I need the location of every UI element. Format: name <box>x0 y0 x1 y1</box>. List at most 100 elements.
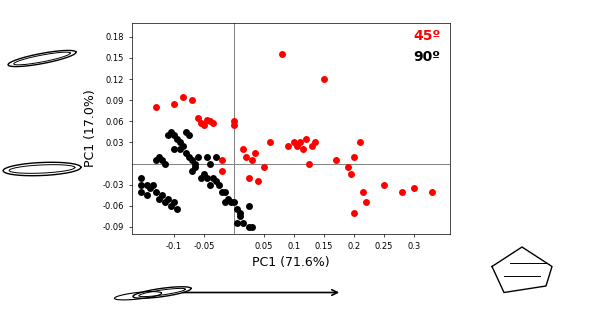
Point <box>244 203 254 208</box>
Point <box>181 129 191 135</box>
Point <box>202 175 212 180</box>
Point <box>244 175 254 180</box>
Point <box>193 115 203 120</box>
Point <box>172 207 182 212</box>
Point <box>259 164 269 170</box>
Point <box>355 140 365 145</box>
Point <box>136 175 146 180</box>
Point <box>205 161 215 166</box>
Point <box>187 157 197 162</box>
Point <box>229 200 239 205</box>
Point <box>142 193 152 198</box>
Point <box>160 200 170 205</box>
Point <box>250 150 260 156</box>
Point <box>148 182 158 187</box>
Point <box>205 119 215 124</box>
Point <box>361 200 371 205</box>
Point <box>211 154 221 159</box>
Point <box>169 147 179 152</box>
Point <box>292 143 302 149</box>
Point <box>232 207 242 212</box>
Point <box>319 76 329 82</box>
Point <box>283 143 293 149</box>
Point <box>229 119 239 124</box>
Point <box>265 140 275 145</box>
Point <box>247 157 257 162</box>
Point <box>346 172 356 177</box>
Point <box>160 161 170 166</box>
Point <box>217 189 227 194</box>
Point <box>187 168 197 173</box>
Point <box>166 203 176 208</box>
Y-axis label: PC1 (17.0%): PC1 (17.0%) <box>85 89 97 167</box>
Point <box>211 178 221 184</box>
Point <box>247 224 257 229</box>
Point <box>151 189 161 194</box>
Point <box>157 193 167 198</box>
Point <box>235 210 245 215</box>
Point <box>199 172 209 177</box>
Point <box>349 154 359 159</box>
Point <box>229 122 239 127</box>
Point <box>184 154 194 159</box>
Point <box>169 101 179 106</box>
Point <box>205 182 215 187</box>
Point <box>358 189 368 194</box>
Point <box>154 154 164 159</box>
Point <box>196 120 206 125</box>
Point <box>301 136 311 141</box>
Point <box>220 200 230 205</box>
Point <box>142 182 152 187</box>
Point <box>217 157 227 162</box>
Point <box>190 161 200 166</box>
Point <box>232 221 242 226</box>
Point <box>244 224 254 229</box>
Point <box>190 164 200 170</box>
Point <box>157 157 167 162</box>
Text: 90º: 90º <box>413 50 440 64</box>
Point <box>253 178 263 184</box>
Point <box>307 143 317 149</box>
Point <box>136 182 146 187</box>
Point <box>223 196 233 202</box>
Point <box>175 147 185 152</box>
Point <box>166 129 176 135</box>
Point <box>349 210 359 215</box>
Point <box>178 94 188 99</box>
Point <box>163 196 173 202</box>
Point <box>343 164 353 170</box>
Point <box>184 133 194 138</box>
Point <box>397 189 407 194</box>
Point <box>151 105 161 110</box>
Point <box>196 175 206 180</box>
Point <box>238 147 248 152</box>
Point <box>208 175 218 180</box>
Point <box>163 133 173 138</box>
Point <box>217 168 227 173</box>
Point <box>202 117 212 123</box>
Point <box>277 52 287 57</box>
Point <box>310 140 320 145</box>
Point <box>427 189 437 194</box>
Point <box>145 186 155 191</box>
Point <box>214 182 224 187</box>
Point <box>136 189 146 194</box>
Point <box>202 154 212 159</box>
Point <box>235 214 245 219</box>
Point <box>175 140 185 145</box>
Point <box>379 182 389 187</box>
Point <box>187 98 197 103</box>
Point <box>289 140 299 145</box>
Point <box>298 147 308 152</box>
Point <box>154 196 164 202</box>
Point <box>181 150 191 156</box>
Point <box>193 154 203 159</box>
Point <box>151 157 161 162</box>
Point <box>304 161 314 166</box>
Point <box>169 133 179 138</box>
Point <box>172 136 182 141</box>
Text: 45º: 45º <box>413 29 440 43</box>
Point <box>208 120 218 125</box>
Point <box>169 200 179 205</box>
Point <box>226 200 236 205</box>
